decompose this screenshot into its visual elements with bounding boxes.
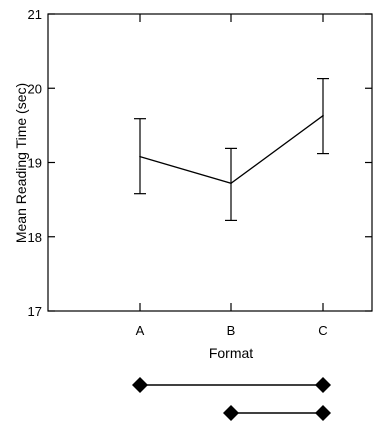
comparison-lines [132,377,331,421]
y-tick-label: 20 [28,81,42,96]
x-tick-label: B [227,323,236,338]
y-tick-label: 17 [28,304,42,319]
comparison-diamond-end [315,405,331,421]
comparison-diamond-start [132,377,148,393]
data-point [139,155,141,158]
y-tick-label: 21 [28,7,42,22]
x-axis-label: Format [209,345,253,361]
comparison-diamond-start [223,405,239,421]
x-axis-ticks: A B C [136,14,328,338]
y-tick-label: 18 [28,230,42,245]
data-point [230,182,232,185]
y-axis-label: Mean Reading Time (sec) [13,83,29,243]
x-tick-label: C [318,323,327,338]
data-point [322,114,324,117]
plot-border [47,13,373,312]
y-axis-ticks: 17 18 19 20 21 [28,7,372,319]
error-bars [134,77,329,222]
plot-frame [47,13,373,312]
y-tick-label: 19 [28,156,42,171]
comparison-diamond-end [315,377,331,393]
x-tick-label: A [136,323,145,338]
series-group [139,114,324,185]
